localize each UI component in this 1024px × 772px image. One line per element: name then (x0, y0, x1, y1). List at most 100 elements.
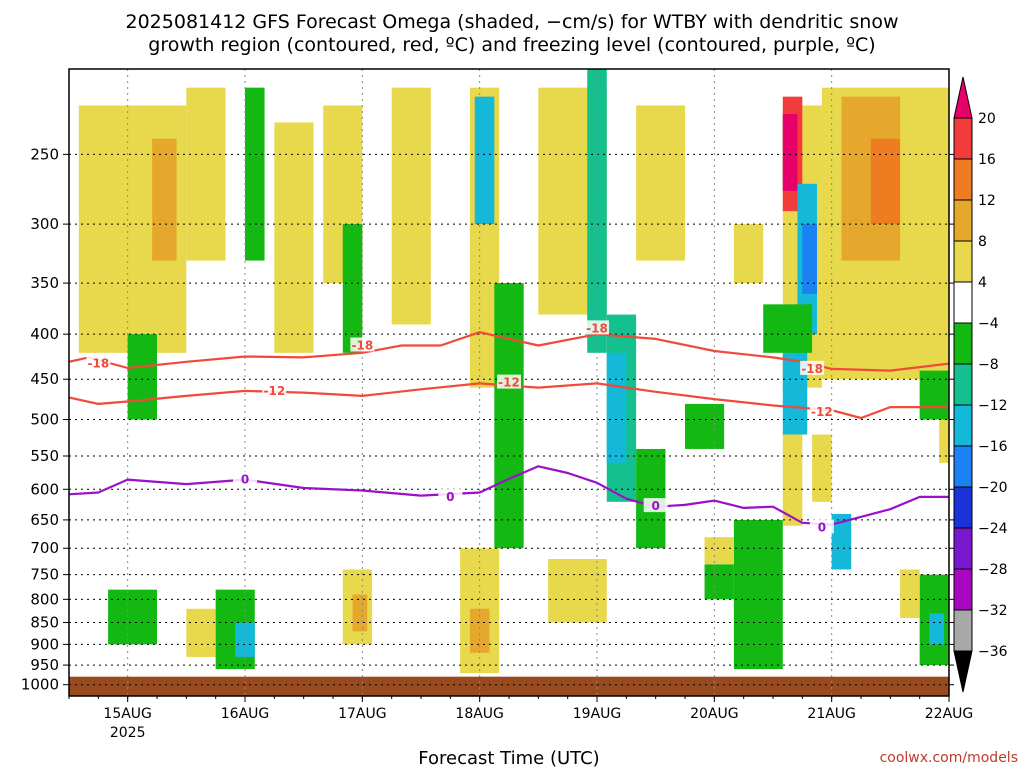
omega-patch (587, 69, 607, 353)
colorbar-swatch (953, 445, 973, 488)
y-tick-label: 700 (30, 539, 59, 557)
omega-patch (352, 594, 368, 632)
x-tick-label: 15AUG (103, 706, 152, 722)
y-tick-label: 350 (30, 274, 59, 292)
x-axis: 15AUG 16AUG 17AUG 18AUG 19AUG 20AUG 21AUG 22AUG… (68, 696, 974, 741)
omega-patch (636, 105, 685, 261)
colorbar-swatch (953, 527, 973, 570)
colorbar-level-label: 16 (978, 152, 996, 168)
omega-patch (127, 334, 157, 420)
colorbar-level-label: −36 (978, 644, 1008, 660)
colorbar-level-label: 4 (978, 275, 987, 291)
omega-patch (802, 224, 817, 294)
omega-patch (274, 122, 314, 353)
colorbar-swatch (953, 486, 973, 529)
y-tick-label: 900 (30, 635, 59, 653)
y-tick-label: 750 (30, 566, 59, 584)
contour-label-bg (438, 488, 463, 503)
colorbar-level-label: −32 (978, 603, 1008, 619)
chart-title-line-1: 2025081412 GFS Forecast Omega (shaded, −… (126, 11, 899, 33)
y-tick-label: 600 (30, 480, 59, 498)
colorbar-swatch (953, 322, 973, 365)
colorbar-swatch (953, 240, 973, 283)
omega-patch (870, 138, 901, 225)
contour-label: -18 (351, 338, 373, 352)
omega-patch (763, 304, 813, 353)
y-tick-label: 800 (30, 590, 59, 608)
omega-patch (704, 537, 734, 565)
contour-label: -18 (801, 362, 823, 376)
x-axis-label: Forecast Time (UTC) (418, 748, 599, 768)
omega-patch (929, 613, 945, 645)
contour-label-bg (643, 498, 668, 513)
y-tick-label: 650 (30, 511, 59, 529)
colorbar-level-label: −4 (978, 316, 999, 332)
contour-label-bg (800, 360, 825, 375)
omega-shading (78, 69, 949, 674)
x-tick-label: 22AUG (925, 706, 974, 722)
colorbar-swatch (953, 158, 973, 201)
omega-patch (342, 224, 363, 353)
colorbar-level-label: −20 (978, 480, 1008, 496)
omega-patch (939, 379, 949, 463)
contour-label-bg (809, 403, 834, 418)
contour-label-bg (86, 355, 111, 370)
omega-patch (548, 559, 607, 623)
colorbar-swatch (953, 404, 973, 447)
contour-label: -12 (811, 405, 833, 419)
contour-label: 0 (651, 499, 659, 513)
x-tick-label: 19AUG (573, 706, 622, 722)
colorbar-level-label: 20 (978, 111, 996, 127)
omega-patch (900, 569, 920, 618)
contour-label: -12 (263, 384, 285, 398)
colorbar-level-label: 8 (978, 234, 987, 250)
y-axis: 250 300 350 400 450 500 550 600 650 700 750 800 850 9… (21, 145, 954, 694)
x-tick-label: 16AUG (221, 706, 270, 722)
omega-patch (152, 138, 177, 261)
y-tick-label: 450 (30, 370, 59, 388)
x-tick-label: 18AUG (455, 706, 504, 722)
x-tick-year-label: 2025 (110, 725, 146, 741)
omega-patch (108, 589, 157, 645)
contour-label-bg (497, 374, 521, 389)
omega-patch (606, 352, 627, 463)
x-tick-label: 20AUG (690, 706, 739, 722)
colorbar-swatch (953, 76, 973, 119)
omega-patch (245, 87, 265, 261)
colorbar-swatch (953, 363, 973, 406)
contour-label: -18 (87, 357, 109, 371)
y-tick-label: 850 (30, 614, 59, 632)
omega-patch (733, 519, 783, 670)
x-tick-label: 21AUG (807, 706, 856, 722)
colorbar-swatch (953, 568, 973, 611)
colorbar-swatch (953, 117, 973, 160)
omega-patch (494, 283, 524, 549)
colorbar-level-label: −12 (978, 398, 1008, 414)
colorbar-level-label: −28 (978, 562, 1008, 578)
colorbar-level-label: −24 (978, 521, 1008, 537)
omega-patch (186, 87, 226, 261)
contour-label-bg (233, 471, 257, 486)
omega-patch (831, 513, 852, 570)
omega-patch (812, 434, 832, 502)
contour-label: 0 (446, 490, 454, 504)
y-tick-label: 250 (30, 145, 59, 163)
contour-label: 0 (818, 520, 826, 534)
omega-patch (782, 114, 798, 191)
contour-label-bg (585, 320, 609, 335)
omega-patch (685, 403, 725, 449)
omega-patch (733, 224, 764, 284)
contour-label: -18 (586, 321, 608, 335)
colorbar-level-label: 12 (978, 193, 996, 209)
contour-label-bg (809, 519, 834, 534)
colorbar: 20 16 12 8 4 −4 −8 −12 −16 −20 −24 −28 −32 −36 (953, 76, 1008, 693)
omega-patch (919, 370, 949, 420)
colorbar-level-label: −16 (978, 439, 1008, 455)
chart-title-line-2: growth region (contoured, red, ºC) and f… (148, 34, 875, 56)
ground-fill (69, 676, 949, 696)
contour-lines: -18 -18 -18 -18 -12 -12 -12 0 0 0 0 (69, 320, 949, 534)
x-tick-label: 17AUG (338, 706, 387, 722)
colorbar-swatch (953, 650, 973, 693)
